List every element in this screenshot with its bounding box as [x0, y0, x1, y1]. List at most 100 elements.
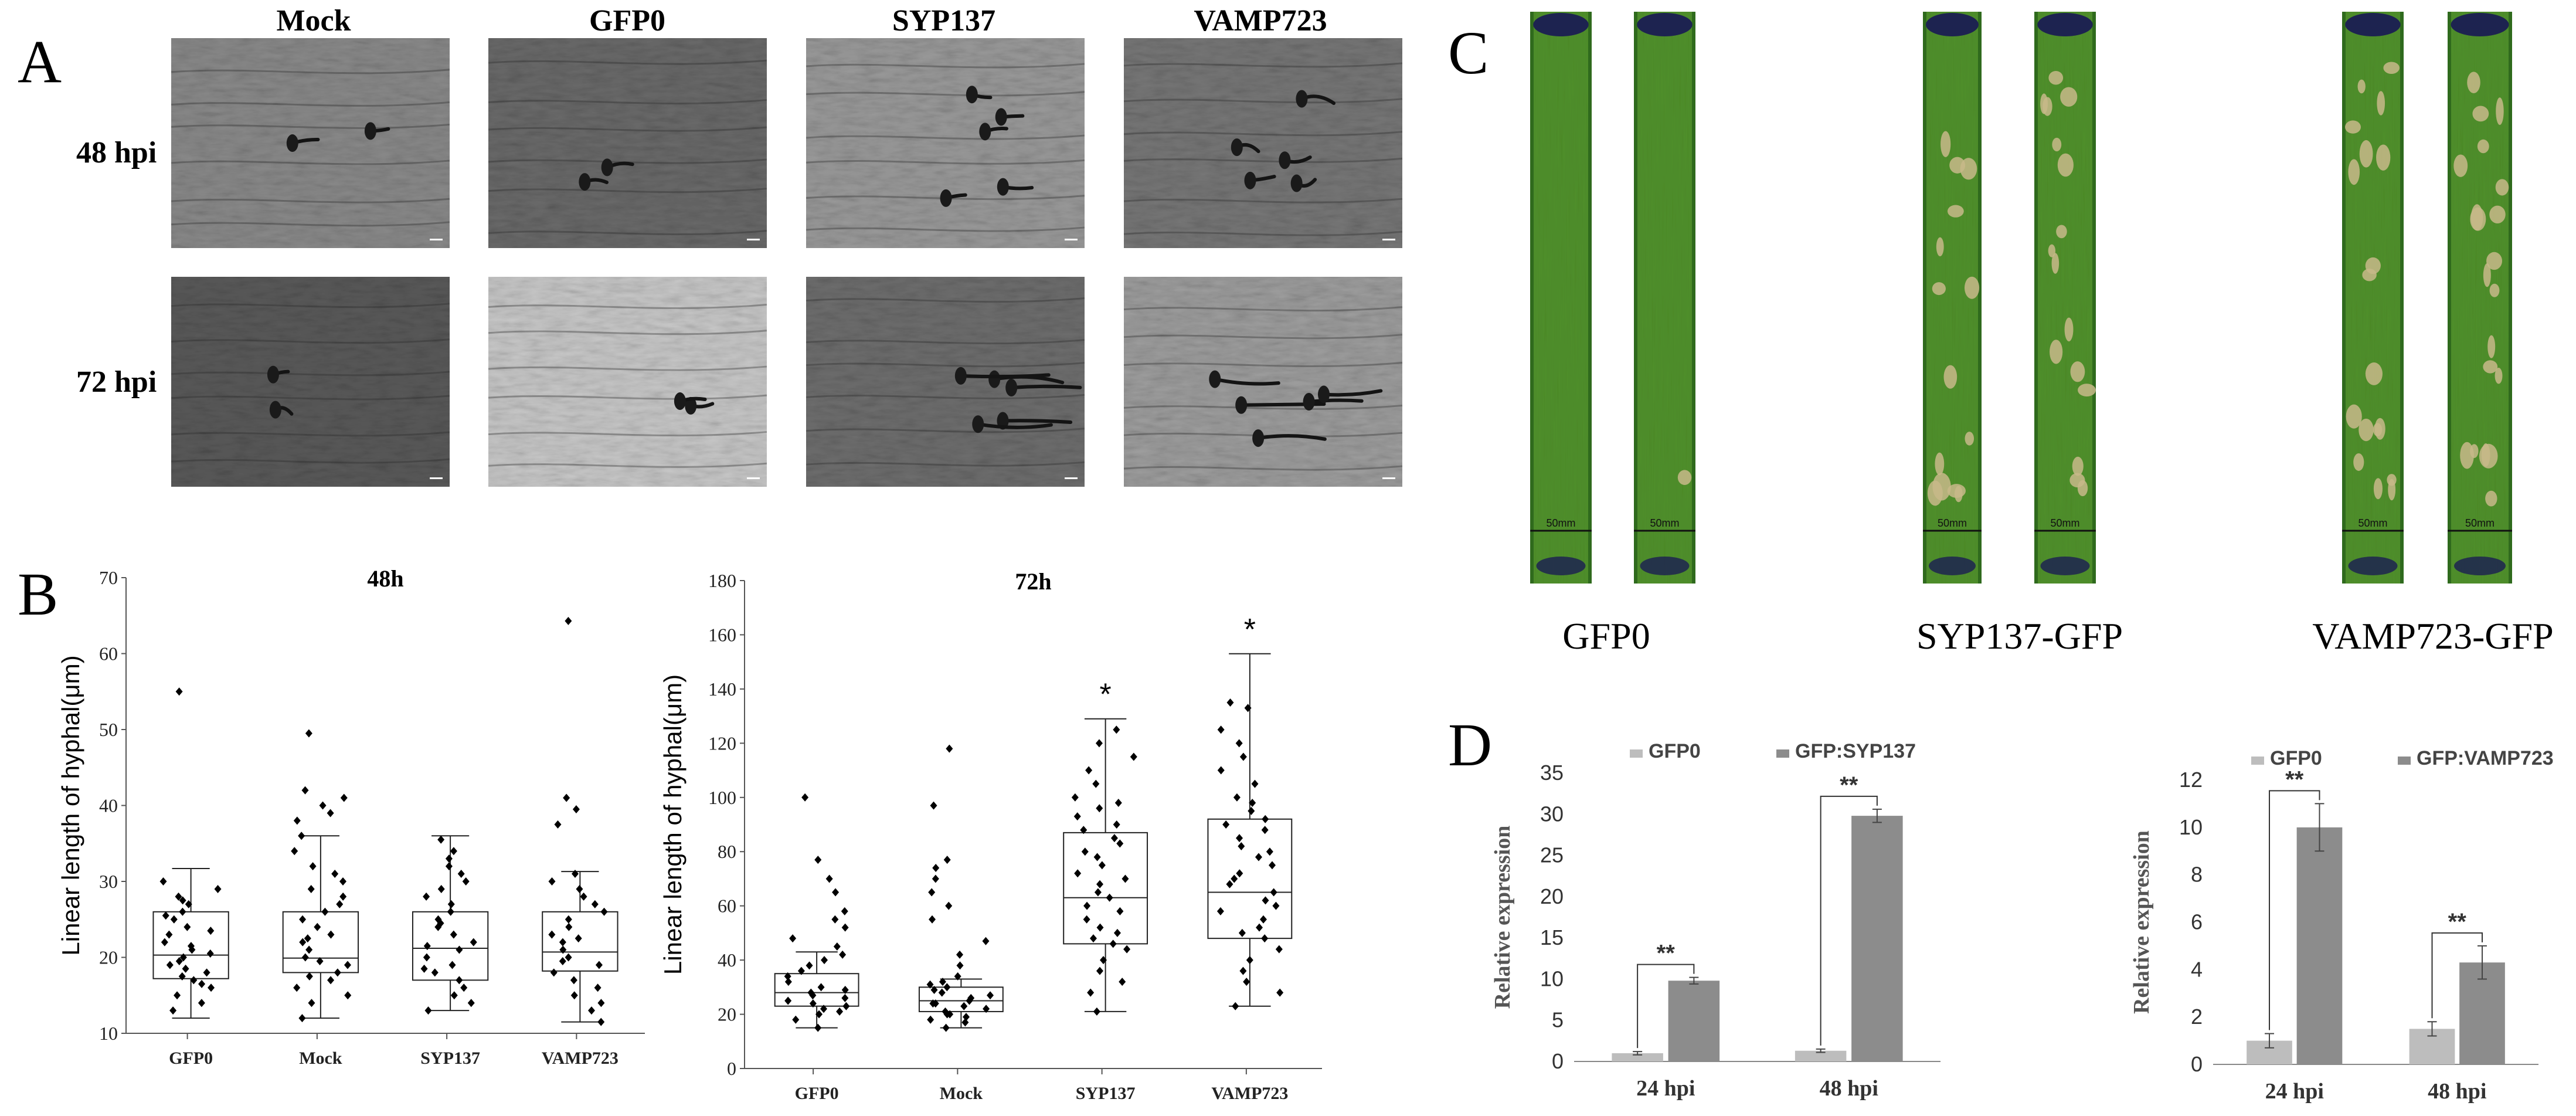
cell-wall-streak: [1123, 465, 1403, 471]
data-point: [563, 793, 570, 802]
scale-label: 50mm: [2050, 517, 2079, 529]
data-point: [548, 930, 556, 939]
micrograph-tile: [171, 38, 450, 248]
spore: [988, 370, 1001, 388]
spore: [1005, 378, 1018, 396]
inoculation-mark: [2037, 13, 2093, 36]
data-point: [789, 934, 797, 943]
data-point: [559, 956, 566, 965]
data-point: [299, 938, 307, 947]
data-point: [162, 911, 169, 920]
category-group: 24 hpi **: [2247, 766, 2343, 1104]
lesion: [1935, 452, 1945, 476]
lesion: [2353, 453, 2364, 471]
y-axis-label: Relative expression: [2129, 830, 2154, 1014]
data-point: [565, 922, 573, 931]
leaf-edge-right: [1692, 12, 1695, 584]
leaf-edge-left: [2034, 12, 2038, 584]
legend-swatch: [2251, 757, 2264, 765]
lesion: [2348, 159, 2360, 185]
data-point: [982, 937, 990, 945]
box-iqr: [774, 973, 859, 1007]
data-point: [939, 978, 946, 986]
spore: [1296, 90, 1308, 108]
data-point: [293, 816, 301, 825]
scale-label: 50mm: [1938, 517, 1967, 529]
data-point: [961, 1018, 969, 1027]
lesion: [1955, 486, 1963, 503]
data-point: [334, 968, 341, 977]
cell-wall-streak: [806, 297, 1085, 303]
data-point: [1276, 988, 1284, 997]
hypha: [1213, 377, 1280, 386]
y-tick-label: 10: [2179, 815, 2203, 839]
data-point: [437, 835, 445, 844]
data-point: [1116, 907, 1124, 915]
panel-letter-d: D: [1448, 711, 1492, 779]
y-tick-label: 70: [99, 567, 118, 588]
lesion: [1677, 470, 1692, 485]
panel-letter-a: A: [18, 28, 62, 96]
category-group: 48 hpi **: [2409, 909, 2505, 1104]
data-point: [956, 961, 964, 970]
y-tick-label: 20: [1540, 884, 1564, 908]
lesion: [2050, 340, 2063, 364]
box-iqr: [152, 911, 229, 979]
lesion: [2470, 204, 2483, 231]
x-tick-label: 48 hpi: [2428, 1079, 2486, 1104]
cell-wall-streak: [806, 461, 1085, 467]
data-point: [445, 862, 453, 871]
lesion: [2453, 154, 2468, 177]
micrograph-tile: [171, 277, 450, 487]
data-point: [938, 988, 946, 997]
data-point: [831, 915, 839, 924]
data-point: [1261, 826, 1269, 835]
lesion: [2057, 153, 2074, 177]
chart-title: 48h: [367, 565, 403, 592]
micrograph-tile: [1123, 38, 1403, 248]
y-tick-label: 140: [708, 679, 736, 700]
lesion: [1936, 237, 1944, 257]
data-point: [600, 907, 608, 916]
data-point: [962, 1013, 970, 1022]
data-point: [932, 874, 939, 883]
y-tick-label: 20: [718, 1004, 736, 1025]
micrograph-tile: [488, 38, 767, 248]
legend-label: GFP0: [2270, 747, 2322, 769]
box-iqr: [918, 986, 1004, 1012]
data-point: [1244, 704, 1252, 713]
data-point: [927, 1015, 934, 1024]
lesion: [2357, 79, 2366, 94]
spore: [1290, 174, 1303, 192]
data-point: [1098, 861, 1106, 870]
data-point: [1073, 812, 1081, 821]
y-tick-label: 35: [1540, 761, 1564, 785]
x-tick-label: GFP0: [795, 1084, 839, 1103]
data-point: [314, 922, 321, 931]
data-point: [815, 1010, 823, 1019]
box-iqr: [542, 911, 618, 972]
cell-wall-streak: [1123, 306, 1403, 312]
lesion: [2495, 179, 2509, 196]
data-point: [344, 991, 352, 1000]
data-point: [930, 985, 938, 994]
lesion: [1932, 473, 1951, 501]
data-point: [839, 950, 847, 959]
cell-wall-streak: [171, 123, 450, 129]
y-tick-label: 100: [708, 787, 736, 808]
cell-wall-streak: [1123, 131, 1403, 137]
leaf-edge-left: [1530, 12, 1534, 584]
cell-wall-streak: [806, 362, 1085, 368]
outlier-point: [946, 744, 953, 753]
leaf-edge-left: [2342, 12, 2346, 584]
leaf-edge-right: [2509, 12, 2512, 584]
data-point: [595, 961, 603, 969]
data-point: [1272, 901, 1280, 910]
micrograph-tile: [806, 277, 1085, 487]
cell-wall-streak: [171, 221, 450, 227]
cell-wall-streak: [806, 195, 1085, 201]
data-point: [597, 999, 605, 1008]
data-point: [987, 991, 994, 1000]
data-point: [187, 942, 195, 951]
